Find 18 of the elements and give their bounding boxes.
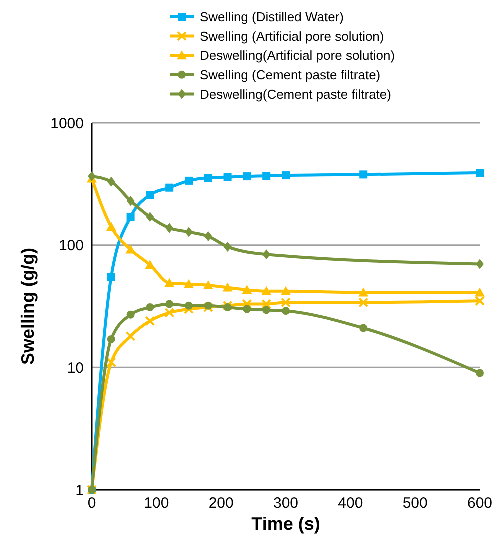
x-tick-label: 600 [467, 495, 493, 512]
y-tick-label: 1 [76, 482, 84, 500]
y-axis-title: Swelling (g/g) [18, 248, 38, 365]
x-tick-label: 100 [144, 495, 170, 512]
legend-label: Swelling (Distilled Water) [200, 10, 344, 25]
x-tick-label: 0 [88, 495, 96, 512]
y-tick-label: 10 [67, 360, 84, 377]
x-axis-title: Time (s) [252, 514, 320, 534]
x-tick-label: 400 [338, 495, 364, 512]
legend-label: Deswelling(Cement paste filtrate) [200, 86, 392, 102]
legend-label: Swelling (Artificial pore solution) [200, 28, 384, 44]
legend-label: Deswelling(Artificial pore solution) [200, 48, 396, 64]
x-tick-label: 300 [273, 495, 299, 512]
y-tick-label: 100 [58, 238, 84, 255]
x-tick-label: 200 [208, 495, 234, 512]
x-tick-label: 500 [402, 495, 428, 512]
legend-label: Swelling (Cement paste filtrate) [200, 67, 381, 82]
y-tick-label: 1000 [50, 115, 84, 132]
